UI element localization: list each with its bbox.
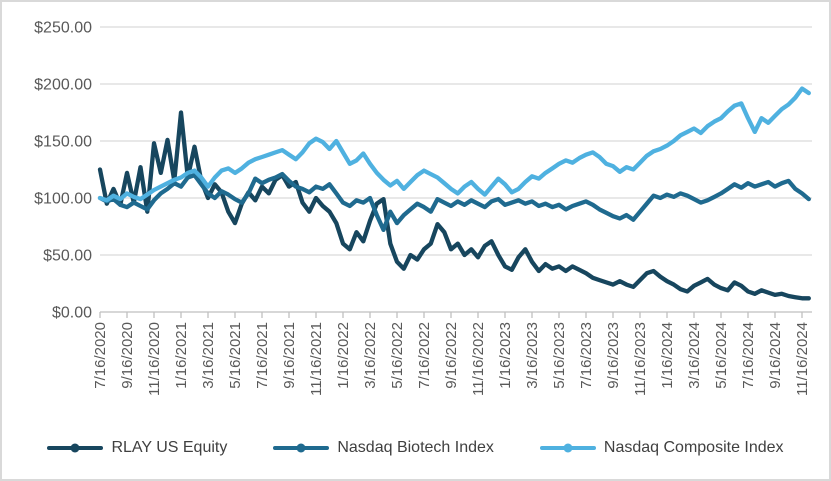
- x-tick-label: 5/16/2022: [389, 322, 406, 389]
- x-tick-label: 7/16/2024: [740, 322, 757, 389]
- x-tick-label: 11/16/2020: [146, 322, 163, 396]
- x-tick-label: 11/16/2022: [470, 322, 487, 396]
- series-line-rlay-us-equity: [97, 110, 811, 301]
- price-chart: $0.00 $50.00 $100.00 $150.00 $200.00 $250.00 7…: [34, 20, 812, 396]
- x-tick-label: 1/16/2022: [335, 322, 352, 389]
- y-tick-label: $150.00: [34, 134, 92, 151]
- x-tick-label: 9/16/2021: [281, 322, 298, 389]
- legend-marker-dot: [563, 443, 573, 453]
- y-tick-label: $200.00: [34, 77, 92, 94]
- legend-line-swatch-composite: [539, 443, 596, 453]
- y-tick-label: $50.00: [43, 248, 92, 265]
- x-tick-label: 7/16/2021: [254, 322, 271, 389]
- series-line-nasdaq-composite-index: [97, 86, 811, 203]
- x-tick-label: 3/16/2021: [200, 322, 217, 389]
- x-tick-label: 11/16/2024: [794, 322, 811, 396]
- x-tick-label: 7/16/2023: [578, 322, 595, 389]
- legend: RLAY US Equity Nasdaq Biotech Index Nasd…: [2, 440, 829, 456]
- x-tick-label: 5/16/2021: [227, 322, 244, 389]
- x-tick-label: 3/16/2023: [524, 322, 541, 389]
- legend-line-swatch-rlay: [47, 443, 104, 453]
- x-tick-label: 9/16/2024: [767, 322, 784, 389]
- y-tick-label: $100.00: [34, 191, 92, 208]
- x-tick-label: 9/16/2023: [605, 322, 622, 389]
- series-line-nasdaq-biotech-index: [97, 171, 811, 233]
- x-tick-label: 11/16/2021: [308, 322, 325, 396]
- x-tick-label: 11/16/2023: [632, 322, 649, 396]
- legend-label-rlay: RLAY US Equity: [111, 439, 228, 456]
- legend-label-biotech: Nasdaq Biotech Index: [337, 439, 494, 456]
- x-tick-label: 1/16/2023: [497, 322, 514, 389]
- legend-item-nasdaq-composite-index: Nasdaq Composite Index: [539, 439, 784, 456]
- x-tick-label: 3/16/2024: [686, 322, 703, 389]
- x-tick-label: 7/16/2022: [416, 322, 433, 389]
- legend-line-swatch-biotech: [273, 443, 330, 453]
- x-tick-label: 9/16/2022: [443, 322, 460, 389]
- legend-item-rlay-us-equity: RLAY US Equity: [47, 440, 227, 456]
- y-tick-label: $250.00: [34, 20, 92, 37]
- legend-marker-dot: [70, 443, 80, 453]
- legend-label-composite: Nasdaq Composite Index: [603, 439, 784, 456]
- legend-item-nasdaq-biotech-index: Nasdaq Biotech Index: [273, 440, 494, 456]
- x-tick-label: 3/16/2022: [362, 322, 379, 389]
- x-tick-label: 7/16/2020: [92, 322, 109, 389]
- x-tick-label: 5/16/2024: [713, 322, 730, 389]
- x-tick-label: 1/16/2021: [173, 322, 190, 389]
- y-tick-label: $0.00: [52, 305, 92, 322]
- x-tick-label: 5/16/2023: [551, 322, 568, 389]
- legend-marker-dot: [296, 443, 306, 453]
- x-tick-label: 1/16/2024: [659, 322, 676, 389]
- x-tick-label: 9/16/2020: [119, 322, 136, 389]
